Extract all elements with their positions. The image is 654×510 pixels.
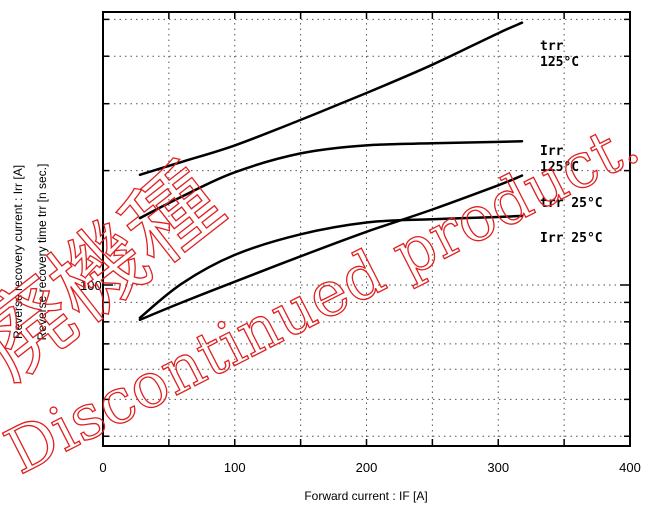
series-group bbox=[138, 21, 524, 322]
y-axis-title-current: Reverse recovery current : Irr [A] bbox=[11, 165, 25, 339]
series-line-0 bbox=[138, 21, 524, 177]
y-axis-title-time: Reverse recovery time trr [n sec.] bbox=[35, 164, 49, 341]
series-label-3: Irr 25°C bbox=[540, 231, 603, 246]
series-line-3 bbox=[138, 214, 524, 320]
x-tick-label: 200 bbox=[356, 460, 378, 475]
series-label-0: trr bbox=[540, 39, 564, 54]
x-tick-label: 300 bbox=[487, 460, 509, 475]
series-line-2 bbox=[138, 174, 524, 322]
series-label-1: 125°C bbox=[540, 160, 579, 175]
x-axis-title: Forward current : IF [A] bbox=[304, 489, 427, 503]
series-label-2: trr 25°C bbox=[540, 196, 603, 211]
series-label-1: Irr bbox=[540, 144, 564, 159]
y-tick-label-100: 100 bbox=[80, 278, 102, 293]
series-label-0: 125°C bbox=[540, 55, 579, 70]
series-line-1 bbox=[138, 139, 524, 220]
axis-ticks: 0 100 200 300 400 bbox=[99, 12, 641, 475]
x-tick-label: 100 bbox=[224, 460, 246, 475]
x-tick-label: 0 bbox=[99, 460, 106, 475]
grid bbox=[103, 12, 630, 446]
x-tick-label: 400 bbox=[619, 460, 641, 475]
watermark: 廃機種 Discontinued product. bbox=[0, 105, 651, 489]
